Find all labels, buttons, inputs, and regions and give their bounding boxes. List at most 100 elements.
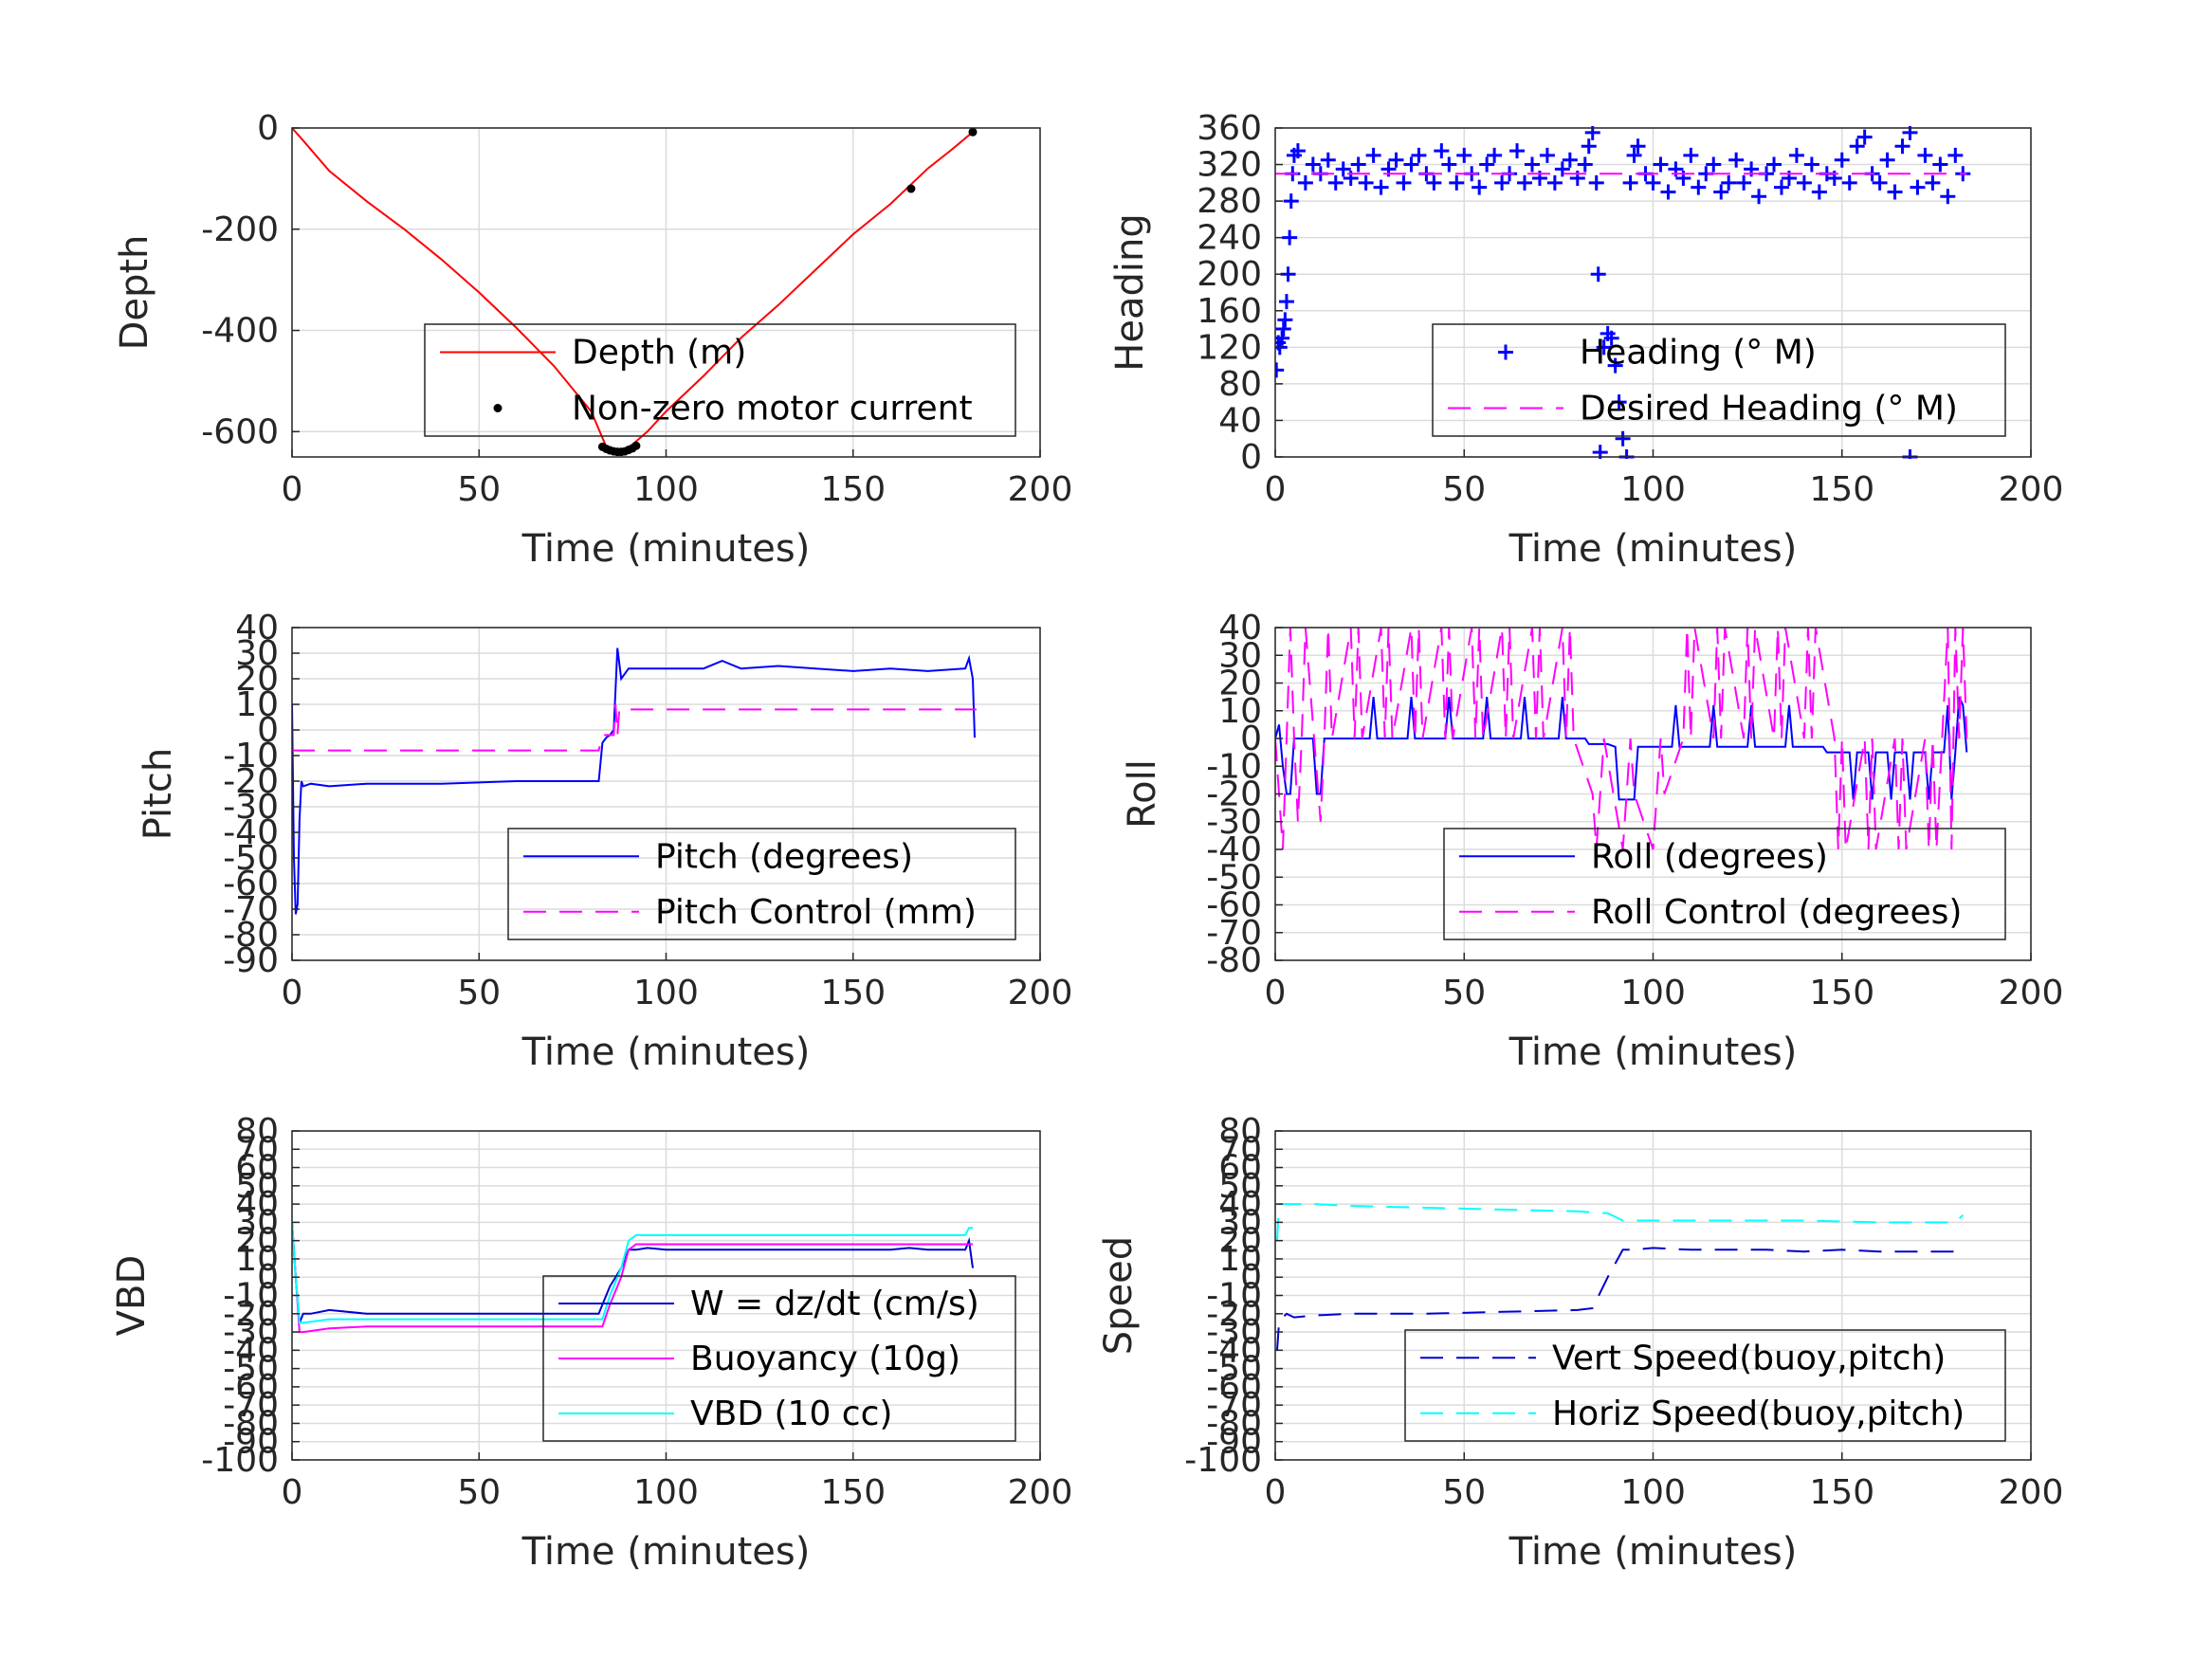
depth-x-tick-label: 100 — [633, 470, 699, 509]
heading-series-0-point — [1434, 143, 1450, 159]
heading-x-tick-label: 150 — [1809, 470, 1874, 509]
heading-series-0-point — [1622, 174, 1638, 191]
heading-x-tick-label: 0 — [1265, 470, 1287, 509]
heading-y-axis-label: Heading — [1108, 213, 1152, 371]
pitch-y-tick-label: 40 — [235, 609, 279, 647]
heading-series-0-point — [1788, 147, 1804, 163]
heading-chart: 0 50 100 150 20004080120160200240280320360Ti… — [1108, 109, 2063, 571]
pitch-series-0-line — [292, 647, 976, 915]
heading-series-0-point — [1713, 184, 1729, 200]
depth-legend-box — [424, 323, 1016, 437]
speed-y-tick-label: -50 — [1206, 1350, 1262, 1389]
heading-y-tick-label: 320 — [1197, 146, 1262, 185]
heading-series-0-point — [1320, 152, 1336, 168]
roll-y-tick-label: -60 — [1206, 886, 1262, 925]
vbd-chart: 0 50 100 150 200-100-90-80-70-60-50-40-30-20… — [110, 1112, 1072, 1574]
heading-series-0-point — [1539, 147, 1555, 163]
speed-y-tick-label: -70 — [1206, 1386, 1262, 1425]
vbd-y-tick-label: -60 — [223, 1368, 279, 1407]
heading-series-0-point — [1411, 147, 1427, 163]
heading-series-0-point — [1562, 152, 1578, 168]
heading-series-0-point — [1282, 229, 1298, 246]
pitch-x-tick-label: 100 — [633, 974, 699, 1012]
roll-y-tick-label: 10 — [1218, 692, 1262, 731]
roll-x-axis-label: Time (minutes) — [1508, 1030, 1798, 1074]
pitch-y-axis-label: Pitch — [137, 748, 180, 840]
depth-x-tick-label: 150 — [820, 470, 886, 509]
roll-x-tick-label: 0 — [1265, 974, 1287, 1012]
heading-series-0-point — [1611, 394, 1627, 410]
speed-y-tick-label: -40 — [1206, 1331, 1262, 1370]
roll-y-tick-label: -40 — [1206, 830, 1262, 869]
heading-legend-label: Heading (° M) — [1580, 334, 1817, 373]
vbd-y-tick-label: -30 — [223, 1313, 279, 1352]
heading-series-0-point — [1751, 189, 1767, 205]
heading-series-0-point — [1803, 156, 1819, 173]
speed-x-tick-label: 100 — [1620, 1473, 1686, 1512]
vbd-y-tick-label: 80 — [235, 1112, 279, 1151]
vbd-series-1-line — [292, 1222, 973, 1334]
roll-y-tick-label: -50 — [1206, 858, 1262, 897]
depth-legend-label: Depth (m) — [572, 334, 746, 373]
roll-x-tick-label: 200 — [1999, 974, 2064, 1012]
vbd-legend-label: W = dz/dt (cm/s) — [690, 1285, 979, 1323]
heading-series-0-point — [1925, 174, 1941, 191]
heading-series-0-point — [1441, 156, 1457, 173]
roll-series-1-line — [1275, 627, 1968, 850]
heading-series-0-point — [1494, 174, 1510, 191]
vbd-legend-box — [542, 1275, 1016, 1442]
heading-series-0-point — [1396, 174, 1412, 191]
heading-series-0-point — [1645, 174, 1661, 191]
vbd-y-tick-label: 50 — [235, 1167, 279, 1206]
speed-chart: 0 50 100 150 200-100-90-80-70-60-50-40-30-20… — [1097, 1112, 2063, 1574]
speed-y-tick-label: 30 — [1218, 1203, 1262, 1242]
heading-series-0-point — [1426, 174, 1442, 191]
depth-legend-swatch — [493, 404, 503, 412]
speed-y-tick-label: 20 — [1218, 1222, 1262, 1261]
heading-series-0-point — [1917, 147, 1933, 163]
roll-series-0-line — [1275, 696, 1968, 801]
pitch-y-tick-label: -80 — [223, 916, 279, 955]
heading-series-0-point — [1517, 174, 1533, 191]
depth-x-tick-label: 0 — [282, 470, 303, 509]
speed-y-tick-label: -10 — [1206, 1277, 1262, 1316]
speed-y-tick-label: -30 — [1206, 1313, 1262, 1352]
vbd-series-2-line — [292, 1222, 973, 1324]
heading-series-0-point — [1487, 147, 1503, 163]
pitch-series-group — [292, 647, 977, 915]
roll-y-tick-label: 40 — [1218, 609, 1262, 647]
pitch-y-tick-label: 20 — [235, 660, 279, 699]
depth-series-1-point — [631, 441, 641, 450]
pitch-chart: 0 50 100 150 200-90-80-70-60-50-40-30-20-100… — [137, 609, 1072, 1074]
heading-x-tick-label: 200 — [1999, 470, 2064, 509]
heading-series-0-point — [1910, 179, 1926, 195]
roll-y-tick-label: -20 — [1206, 775, 1262, 814]
heading-series-0-point — [1456, 147, 1472, 163]
heading-series-0-point — [1373, 179, 1389, 195]
vbd-y-tick-label: 60 — [235, 1149, 279, 1188]
heading-series-0-point — [1932, 156, 1948, 173]
vbd-y-tick-label: -80 — [223, 1404, 279, 1443]
depth-y-tick-label: 0 — [257, 109, 279, 148]
heading-series-0-point — [1388, 152, 1404, 168]
heading-y-tick-label: 160 — [1197, 292, 1262, 331]
speed-y-tick-label: 60 — [1218, 1149, 1262, 1188]
heading-series-0-point — [1683, 147, 1699, 163]
heading-series-0-point — [1327, 174, 1344, 191]
speed-y-tick-label: -100 — [1184, 1441, 1262, 1480]
speed-y-tick-label: 70 — [1218, 1130, 1262, 1169]
heading-series-0-point — [1289, 143, 1306, 159]
heading-series-0-point — [1275, 321, 1291, 337]
vbd-y-tick-label: 40 — [235, 1185, 279, 1224]
speed-legend: Vert Speed(buoy,pitch) Horiz Speed(buoy,p… — [1404, 1329, 2006, 1442]
roll-legend-label: Roll Control (degrees) — [1591, 893, 1962, 932]
vbd-legend: W = dz/dt (cm/s) Buoyancy (10g) VBD (10 cc… — [542, 1275, 1016, 1442]
heading-series-0-point — [1626, 147, 1642, 163]
heading-series-0-point — [1280, 266, 1296, 283]
roll-y-tick-label: -10 — [1206, 747, 1262, 786]
speed-x-tick-label: 50 — [1442, 1473, 1486, 1512]
heading-series-0-point — [1766, 156, 1782, 173]
heading-series-0-point — [1653, 156, 1669, 173]
heading-series-0-point — [1577, 156, 1593, 173]
